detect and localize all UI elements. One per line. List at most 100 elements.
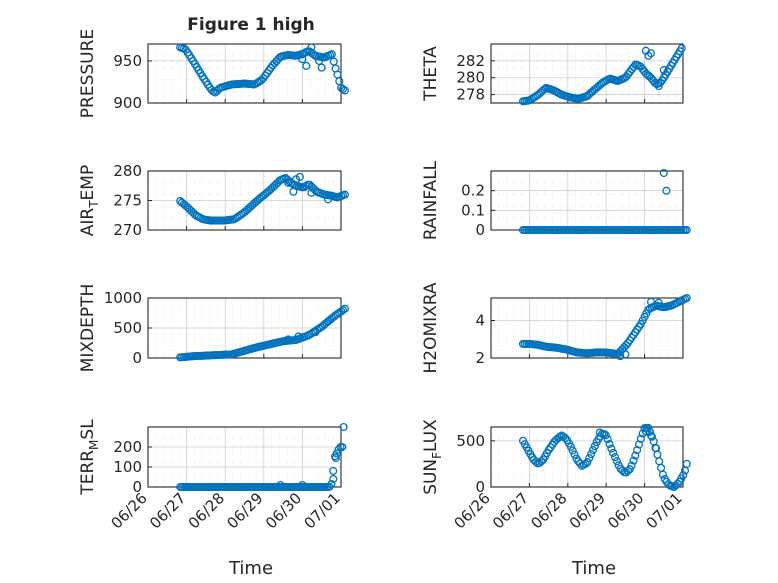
y-axis-label: H2OMIXRA [421,282,441,373]
data-point [610,453,620,462]
y-tick-label: 0.1 [461,201,485,219]
data-point [590,442,599,451]
data-point [581,459,590,468]
data-point [682,225,691,235]
data-point [561,434,570,443]
y-tick-label: 0.2 [461,182,485,200]
data-point [327,50,336,59]
subplot-8: 0 500 SUNFLUX 06/2606/2706/2806/2906/3007/0… [421,419,691,532]
data-point [298,480,307,490]
data-point [329,474,338,484]
x-axis-label-left: Time [228,558,273,579]
y-tick-label: 270 [113,221,142,239]
data-point [284,335,293,344]
x-tick-label: 06/30 [262,489,305,532]
data-point [324,317,333,326]
x-tick-label: 07/01 [643,489,686,532]
data-point [335,77,344,86]
data-point [531,457,540,466]
data-point [659,66,668,75]
data-point [605,440,614,449]
data-point [301,181,311,190]
data-point [616,352,625,361]
x-tick-label: 06/29 [223,489,266,532]
data-point [311,328,320,337]
axes-box [147,170,342,231]
subplot-7: 0 100 200 TERRMSL 06/2606/2706/2806/2906/300… [78,419,348,532]
x-tick-label: 07/01 [301,489,344,532]
data-point [609,448,618,457]
data-point [645,427,655,436]
x-tick-label: 06/30 [604,489,647,532]
y-tick-label: 278 [456,86,485,104]
y-axis-label: MIXDEPTH [78,284,98,373]
data-point [646,431,656,440]
y-tick-label: 200 [113,438,142,456]
y-tick-label: 282 [456,52,485,70]
x-tick-label: 06/27 [489,489,532,532]
y-tick-label: 0 [475,221,485,239]
y-tick-label: 2 [475,349,485,367]
data-point [682,459,691,468]
axes-box [490,426,684,488]
data-point [307,188,316,197]
y-axis-label: SUNFLUX [421,419,444,495]
data-point [340,190,349,199]
data-point [340,304,349,313]
y-tick-label: 0 [475,478,485,496]
data-point [583,458,592,467]
data-point [340,86,349,95]
data-point [315,56,324,65]
axes-box [147,297,342,359]
subplot-5: 0 500 1000 MIXDEPTH [78,284,349,373]
data-point [607,444,616,453]
data-point [595,428,604,437]
data-point [646,49,656,58]
y-tick-label: 0 [132,349,142,367]
subplot-6: 2 4 H2OMIXRA [421,282,691,374]
x-tick-label: 06/26 [451,489,494,532]
x-tick-label: 06/28 [185,489,228,532]
axes-box [147,426,342,488]
data-point [338,306,348,315]
data-point [585,454,594,463]
y-tick-label: 500 [113,319,142,337]
y-axis-label: RAINFALL [421,160,441,240]
data-point [623,466,632,475]
y-axis-label: AIRTEMP [78,165,101,236]
data-point [317,63,326,72]
data-point [627,461,636,470]
data-point [647,432,656,441]
y-tick-label: 900 [113,94,142,112]
y-tick-label: 1000 [104,289,142,307]
data-point [603,435,612,444]
y-tick-label: 280 [456,69,485,87]
x-tick-label: 06/28 [527,489,570,532]
data-point [658,470,667,479]
data-point [677,44,686,53]
data-point [631,451,640,460]
data-point [587,450,596,459]
data-point [329,57,338,66]
data-point [307,43,316,52]
y-tick-label: 280 [113,162,142,180]
data-point [576,459,585,468]
data-point [673,479,682,488]
data-point [657,463,666,472]
data-point [588,446,598,455]
data-point [333,70,342,79]
data-point [621,350,630,359]
data-point [555,432,564,441]
axes-box [490,297,684,359]
x-tick-label: 06/29 [566,489,609,532]
data-point [662,186,671,195]
data-point [652,444,661,453]
y-tick-label: 950 [113,52,142,70]
y-tick-label: 275 [113,192,142,210]
y-tick-label: 0 [132,478,142,496]
subplot-1: 900 950 PRESSURE [78,29,349,118]
data-point [633,446,642,455]
data-point [294,332,303,341]
